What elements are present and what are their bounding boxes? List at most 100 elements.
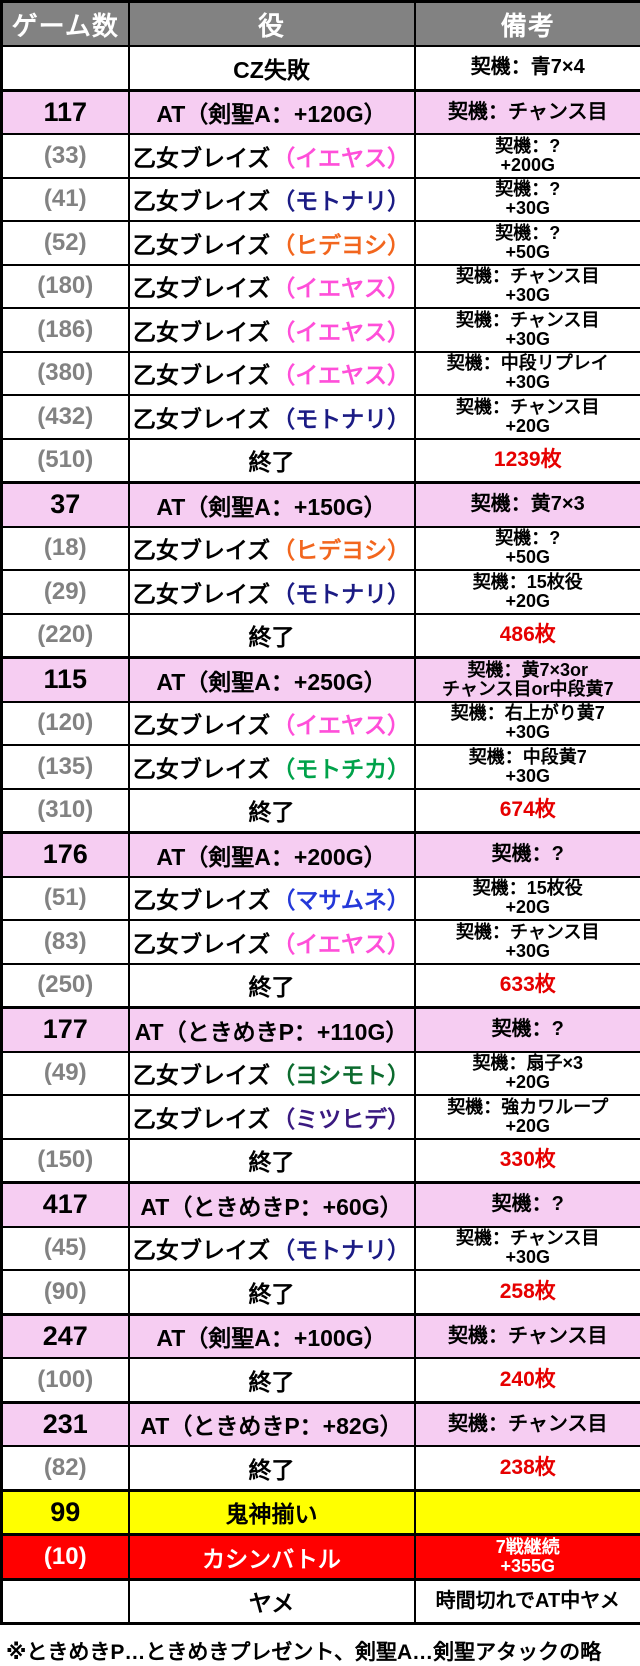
- role-character-label: （ヒデヨシ）: [272, 537, 410, 563]
- role-cell: 終了: [129, 1270, 415, 1314]
- table-row: (220) 終了 486枚: [2, 614, 640, 658]
- role-cell: 鬼神揃い: [129, 1490, 415, 1535]
- table-row: (310) 終了 674枚: [2, 789, 640, 833]
- role-cell: 乙女ブレイズ（ヒデヨシ）: [129, 221, 415, 265]
- note-cell: 238枚: [415, 1446, 640, 1490]
- role-label: 乙女ブレイズ: [133, 887, 270, 913]
- table-row: 99 鬼神揃い: [2, 1490, 640, 1535]
- role-label: 乙女ブレイズ: [133, 1106, 270, 1132]
- table-row: (18) 乙女ブレイズ（ヒデヨシ） 契機：?+50G: [2, 527, 640, 571]
- role-character-label: （イエヤス）: [272, 362, 410, 388]
- games-cell: (45): [2, 1227, 129, 1271]
- note-cell: 契機：チャンス目+30G: [415, 1227, 640, 1271]
- role-label: 乙女ブレイズ: [133, 275, 270, 301]
- role-label: カシンバトル: [202, 1546, 341, 1572]
- table-row: 37 AT（剣聖A：+150G） 契機：黄7×3: [2, 483, 640, 527]
- role-cell: AT（剣聖A：+150G）: [129, 483, 415, 527]
- role-cell: 乙女ブレイズ（イエヤス）: [129, 265, 415, 309]
- col-header-games: ゲーム数: [2, 2, 129, 47]
- games-cell: 176: [2, 833, 129, 877]
- table-row: 176 AT（剣聖A：+200G） 契機：?: [2, 833, 640, 877]
- role-cell: 乙女ブレイズ（モトナリ）: [129, 1227, 415, 1271]
- role-cell: 乙女ブレイズ（イエヤス）: [129, 920, 415, 964]
- role-cell: 乙女ブレイズ（ヨシモト）: [129, 1052, 415, 1096]
- table-row: 117 AT（剣聖A：+120G） 契機：チャンス目: [2, 90, 640, 134]
- header-row: ゲーム数 役 備考: [2, 2, 640, 47]
- games-cell: (82): [2, 1446, 129, 1490]
- role-cell: 終了: [129, 789, 415, 833]
- table-row: ヤメ 時間切れでAT中ヤメ: [2, 1579, 640, 1624]
- table-row: (135) 乙女ブレイズ（モトチカ） 契機：中段黄7+30G: [2, 745, 640, 789]
- table-row: (120) 乙女ブレイズ（イエヤス） 契機：右上がり黄7+30G: [2, 702, 640, 746]
- games-cell: (186): [2, 308, 129, 352]
- games-cell: (49): [2, 1052, 129, 1096]
- role-label: 終了: [249, 799, 295, 825]
- note-cell: 契機：右上がり黄7+30G: [415, 702, 640, 746]
- role-label: 鬼神揃い: [226, 1501, 318, 1527]
- role-cell: 乙女ブレイズ（イエヤス）: [129, 702, 415, 746]
- games-cell: 99: [2, 1490, 129, 1535]
- note-cell: 契機：扇子×3+20G: [415, 1052, 640, 1096]
- table-row: 177 AT（ときめきP：+110G） 契機：?: [2, 1008, 640, 1052]
- role-label: 終了: [249, 1149, 295, 1175]
- role-label: 乙女ブレイズ: [133, 145, 270, 171]
- table-row: (90) 終了 258枚: [2, 1270, 640, 1314]
- games-cell: 177: [2, 1008, 129, 1052]
- role-character-label: （モトナリ）: [272, 581, 410, 607]
- note-cell: 契機：黄7×3: [415, 483, 640, 527]
- games-cell: (180): [2, 265, 129, 309]
- note-cell: 258枚: [415, 1270, 640, 1314]
- note-cell: 契機：チャンス目+30G: [415, 265, 640, 309]
- games-cell: 117: [2, 90, 129, 134]
- role-cell: AT（ときめきP：+82G）: [129, 1402, 415, 1446]
- role-cell: 終了: [129, 1139, 415, 1183]
- note-cell: 契機：青7×4: [415, 46, 640, 90]
- games-cell: [2, 46, 129, 90]
- role-cell: 乙女ブレイズ（マサムネ）: [129, 877, 415, 921]
- table-row: CZ失敗 契機：青7×4: [2, 46, 640, 90]
- table-row: 231 AT（ときめきP：+82G） 契機：チャンス目: [2, 1402, 640, 1446]
- role-label: AT（剣聖A：+150G）: [156, 494, 386, 520]
- role-label: ヤメ: [249, 1590, 295, 1616]
- games-cell: (150): [2, 1139, 129, 1183]
- games-cell: 417: [2, 1183, 129, 1227]
- role-label: 乙女ブレイズ: [133, 931, 270, 957]
- role-label: AT（ときめきP：+60G）: [140, 1194, 402, 1220]
- games-cell: (220): [2, 614, 129, 658]
- role-cell: 乙女ブレイズ（イエヤス）: [129, 308, 415, 352]
- note-cell: 契機：チャンス目: [415, 1402, 640, 1446]
- role-character-label: （イエヤス）: [272, 319, 410, 345]
- note-cell: 契機：?+30G: [415, 178, 640, 222]
- games-cell: (135): [2, 745, 129, 789]
- role-label: AT（ときめきP：+82G）: [140, 1413, 402, 1439]
- table-row: (380) 乙女ブレイズ（イエヤス） 契機：中段リプレイ+30G: [2, 352, 640, 396]
- role-cell: ヤメ: [129, 1579, 415, 1624]
- role-label: 終了: [249, 449, 295, 475]
- role-cell: 終了: [129, 964, 415, 1008]
- games-cell: (33): [2, 134, 129, 178]
- role-cell: AT（剣聖A：+100G）: [129, 1314, 415, 1358]
- table-row: (51) 乙女ブレイズ（マサムネ） 契機：15枚役+20G: [2, 877, 640, 921]
- table-row: (33) 乙女ブレイズ（イエヤス） 契機：?+200G: [2, 134, 640, 178]
- table-row: (180) 乙女ブレイズ（イエヤス） 契機：チャンス目+30G: [2, 265, 640, 309]
- role-character-label: （イエヤス）: [272, 712, 410, 738]
- role-character-label: （マサムネ）: [272, 887, 410, 913]
- games-cell: (52): [2, 221, 129, 265]
- note-cell: 契機：?+50G: [415, 221, 640, 265]
- note-cell: 240枚: [415, 1358, 640, 1402]
- role-cell: 乙女ブレイズ（モトナリ）: [129, 570, 415, 614]
- role-cell: 乙女ブレイズ（イエヤス）: [129, 134, 415, 178]
- table-row: (45) 乙女ブレイズ（モトナリ） 契機：チャンス目+30G: [2, 1227, 640, 1271]
- note-cell: 契機：15枚役+20G: [415, 877, 640, 921]
- table-row: (100) 終了 240枚: [2, 1358, 640, 1402]
- table-row: (186) 乙女ブレイズ（イエヤス） 契機：チャンス目+30G: [2, 308, 640, 352]
- table-row: (83) 乙女ブレイズ（イエヤス） 契機：チャンス目+30G: [2, 920, 640, 964]
- games-cell: (120): [2, 702, 129, 746]
- role-label: 乙女ブレイズ: [133, 232, 270, 258]
- col-header-role: 役: [129, 2, 415, 47]
- games-cell: (310): [2, 789, 129, 833]
- role-cell: CZ失敗: [129, 46, 415, 90]
- col-header-note: 備考: [415, 2, 640, 47]
